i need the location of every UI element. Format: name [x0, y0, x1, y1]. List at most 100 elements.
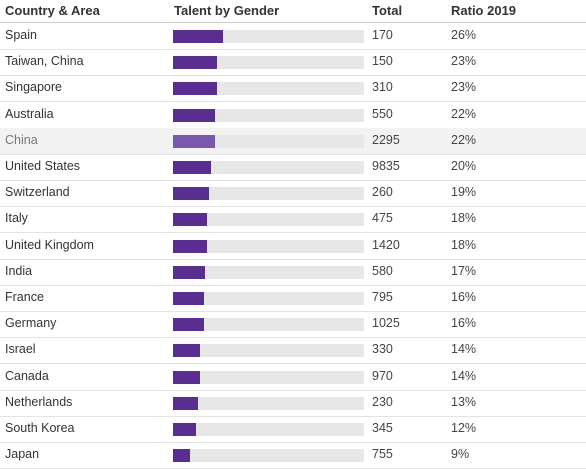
- header-ratio: Ratio 2019: [451, 3, 517, 18]
- total-value: 150: [372, 54, 393, 69]
- ratio-value: 20%: [451, 159, 477, 173]
- ratio-value: 17%: [451, 263, 477, 278]
- ratio-bar: [173, 449, 191, 463]
- ratio-value: 14%: [451, 342, 477, 357]
- bar-track: [173, 265, 364, 279]
- ratio-value: 16%: [451, 290, 477, 304]
- country-label: Israel: [5, 342, 36, 357]
- country-label: France: [5, 290, 44, 304]
- ratio-bar: [173, 30, 223, 43]
- country-label: Italy: [5, 211, 28, 226]
- country-label: Canada: [5, 368, 49, 383]
- total-value: 310: [372, 80, 393, 95]
- ratio-value: 19%: [451, 185, 477, 200]
- total-value: 795: [372, 290, 393, 304]
- ratio-bar: [173, 161, 212, 174]
- table-row: Italy 475 18%: [0, 206, 586, 234]
- ratio-value: 18%: [451, 237, 477, 252]
- bar-track: [173, 30, 364, 43]
- bar-track: [173, 187, 364, 201]
- country-label: Japan: [5, 447, 40, 462]
- ratio-value: 14%: [451, 368, 477, 383]
- table-header: Country & Area Talent by Gender Total Ra…: [0, 0, 586, 23]
- total-value: 330: [372, 342, 393, 357]
- ratio-bar: [173, 265, 206, 279]
- header-talent: Talent by Gender: [174, 3, 280, 18]
- ratio-value: 13%: [451, 394, 477, 409]
- ratio-value: 23%: [451, 54, 477, 69]
- total-value: 9835: [372, 159, 400, 173]
- total-value: 550: [372, 106, 393, 121]
- country-label: Australia: [5, 106, 54, 121]
- ratio-bar: [173, 108, 216, 122]
- ratio-bar: [173, 239, 208, 253]
- country-label: Taiwan, China: [5, 54, 84, 69]
- ratio-bar: [173, 344, 200, 358]
- table-row: Singapore 310 23%: [0, 75, 586, 103]
- table-row: Japan 755 9%: [0, 442, 586, 469]
- country-label: China: [5, 132, 38, 147]
- table-row: Switzerland 260 19%: [0, 180, 586, 208]
- table-row: Germany 1025 16%: [0, 311, 586, 339]
- ratio-value: 22%: [451, 132, 477, 147]
- bar-track: [173, 56, 364, 70]
- bar-track: [173, 423, 364, 436]
- bar-track: [173, 344, 364, 358]
- ratio-value: 12%: [451, 421, 477, 435]
- bar-track: [173, 318, 364, 332]
- table-row: Netherlands 230 13%: [0, 390, 586, 417]
- table-row: United States 9835 20%: [0, 154, 586, 181]
- ratio-value: 18%: [451, 211, 477, 226]
- bar-track: [173, 213, 364, 227]
- total-value: 580: [372, 263, 393, 278]
- country-label: India: [5, 263, 33, 278]
- bar-track: [173, 292, 364, 305]
- country-label: United Kingdom: [5, 237, 94, 252]
- bar-track: [173, 108, 364, 122]
- total-value: 170: [372, 28, 393, 42]
- table-row: China 2295 22%: [0, 127, 586, 155]
- table-row: Canada 970 14%: [0, 364, 586, 391]
- bar-track: [173, 449, 364, 463]
- country-label: Spain: [5, 28, 37, 42]
- total-value: 1025: [372, 316, 400, 331]
- header-total: Total: [372, 3, 403, 18]
- ratio-value: 23%: [451, 80, 477, 95]
- total-value: 970: [372, 368, 393, 383]
- country-label: Netherlands: [5, 394, 73, 409]
- ratio-value: 16%: [451, 316, 477, 331]
- ratio-bar: [173, 82, 217, 96]
- total-value: 1420: [372, 237, 400, 252]
- table-row: Israel 330 14%: [0, 337, 586, 365]
- bar-track: [173, 134, 364, 148]
- total-value: 260: [372, 185, 393, 200]
- bar-track: [173, 161, 364, 174]
- total-value: 475: [372, 211, 393, 226]
- table-row: France 795 16%: [0, 285, 586, 312]
- country-label: Switzerland: [5, 185, 70, 200]
- country-label: Germany: [5, 316, 57, 331]
- ratio-bar: [173, 396, 198, 410]
- ratio-bar: [173, 134, 216, 148]
- table-row: Taiwan, China 150 23%: [0, 49, 586, 77]
- ratio-value: 9%: [451, 447, 470, 462]
- total-value: 755: [372, 447, 393, 462]
- ratio-bar: [173, 56, 217, 70]
- country-label: Singapore: [5, 80, 62, 95]
- country-label: South Korea: [5, 421, 75, 435]
- ratio-bar: [173, 423, 196, 436]
- bar-track: [173, 370, 364, 384]
- table-row: India 580 17%: [0, 259, 586, 286]
- ratio-value: 26%: [451, 28, 477, 42]
- header-country: Country & Area: [5, 3, 100, 18]
- ratio-bar: [173, 213, 208, 227]
- table-row: South Korea 345 12%: [0, 416, 586, 443]
- ratio-bar: [173, 370, 200, 384]
- bar-track: [173, 396, 364, 410]
- bar-track: [173, 239, 364, 253]
- ratio-bar: [173, 187, 210, 201]
- table-row: United Kingdom 1420 18%: [0, 233, 586, 260]
- total-value: 345: [372, 421, 393, 435]
- country-label: United States: [5, 159, 81, 173]
